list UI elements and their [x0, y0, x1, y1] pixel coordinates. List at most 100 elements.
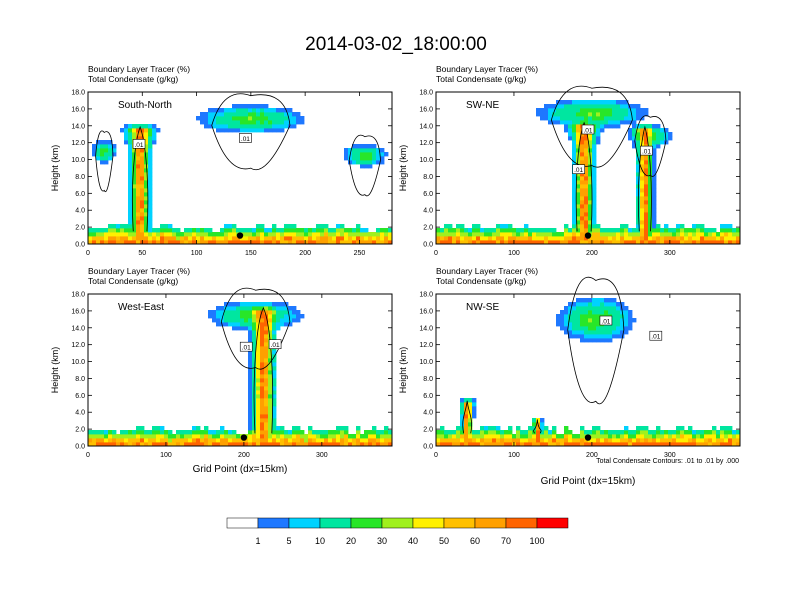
field-cell: [620, 108, 625, 113]
field-cell: [236, 310, 241, 315]
y-tick-label: 6.0: [423, 191, 433, 198]
field-cell: [144, 180, 149, 185]
field-cell: [728, 430, 733, 435]
field-cell: [720, 236, 725, 241]
field-cell: [580, 148, 585, 153]
field-cell: [648, 200, 653, 205]
field-cell: [232, 128, 237, 133]
field-cell: [636, 108, 641, 113]
field-cell: [532, 240, 537, 245]
field-cell: [164, 430, 169, 435]
field-cell: [296, 442, 301, 447]
field-cell: [268, 422, 273, 427]
field-cell: [632, 112, 637, 117]
field-cell: [172, 228, 177, 233]
field-cell: [468, 434, 473, 439]
field-cell: [260, 104, 265, 109]
field-cell: [284, 318, 289, 323]
field-cell: [220, 232, 225, 237]
field-cell: [536, 228, 541, 233]
field-cell: [344, 438, 349, 443]
field-cell: [224, 306, 229, 311]
field-cell: [228, 120, 233, 125]
field-cell: [652, 148, 657, 153]
field-cell: [608, 338, 613, 343]
field-cell: [208, 120, 213, 125]
field-cell: [688, 426, 693, 431]
field-cell: [188, 236, 193, 241]
field-cell: [480, 438, 485, 443]
field-cell: [272, 386, 277, 391]
field-cell: [352, 156, 357, 161]
field-cell: [596, 426, 601, 431]
field-cell: [620, 430, 625, 435]
field-cell: [576, 228, 581, 233]
field-cell: [584, 322, 589, 327]
field-cell: [300, 116, 305, 121]
field-cell: [580, 176, 585, 181]
field-cell: [532, 418, 537, 423]
field-cell: [272, 410, 277, 415]
field-cell: [612, 100, 617, 105]
field-cell: [148, 124, 153, 129]
field-cell: [600, 228, 605, 233]
field-cell: [284, 430, 289, 435]
field-cell: [288, 314, 293, 319]
field-cell: [584, 140, 589, 145]
field-cell: [364, 442, 369, 447]
svg-text:.01: .01: [583, 128, 592, 135]
field-cell: [644, 232, 649, 237]
field-cell: [572, 124, 577, 129]
field-cell: [696, 224, 701, 229]
field-cell: [156, 442, 161, 447]
field-cell: [276, 430, 281, 435]
panel-nw-se: .01.010.02.04.06.08.010.012.014.016.018.…: [398, 266, 741, 487]
field-cell: [576, 116, 581, 121]
field-cell: [96, 228, 101, 233]
field-cell: [304, 228, 309, 233]
field-cell: [192, 236, 197, 241]
field-cell: [104, 434, 109, 439]
field-cell: [492, 434, 497, 439]
field-cell: [236, 318, 241, 323]
field-cell: [224, 310, 229, 315]
y-tick-label: 18.0: [419, 292, 433, 299]
field-cell: [688, 442, 693, 447]
field-cell: [144, 208, 149, 213]
field-cell: [312, 438, 317, 443]
field-cell: [376, 160, 381, 165]
field-cell: [632, 108, 637, 113]
field-cell: [272, 382, 277, 387]
field-cell: [324, 442, 329, 447]
field-cell: [252, 232, 257, 237]
field-cell: [140, 164, 145, 169]
field-cell: [268, 394, 273, 399]
field-cell: [120, 224, 125, 229]
field-cell: [580, 434, 585, 439]
field-cell: [552, 434, 557, 439]
field-cell: [572, 156, 577, 161]
field-cell: [536, 108, 541, 113]
field-cell: [604, 236, 609, 241]
field-cell: [708, 438, 713, 443]
field-cell: [100, 144, 105, 149]
field-cell: [600, 298, 605, 303]
field-cell: [232, 124, 237, 129]
field-cell: [252, 442, 257, 447]
field-cell: [444, 438, 449, 443]
field-cell: [564, 326, 569, 331]
field-cell: [228, 112, 233, 117]
field-cell: [216, 442, 221, 447]
field-cell: [368, 438, 373, 443]
field-cell: [280, 438, 285, 443]
field-cell: [148, 220, 153, 225]
field-cell: [240, 104, 245, 109]
field-cell: [728, 236, 733, 241]
field-cell: [220, 228, 225, 233]
field-cell: [356, 236, 361, 241]
field-cell: [244, 438, 249, 443]
field-cell: [344, 434, 349, 439]
field-cell: [616, 442, 621, 447]
field-cell: [560, 104, 565, 109]
field-cell: [576, 434, 581, 439]
